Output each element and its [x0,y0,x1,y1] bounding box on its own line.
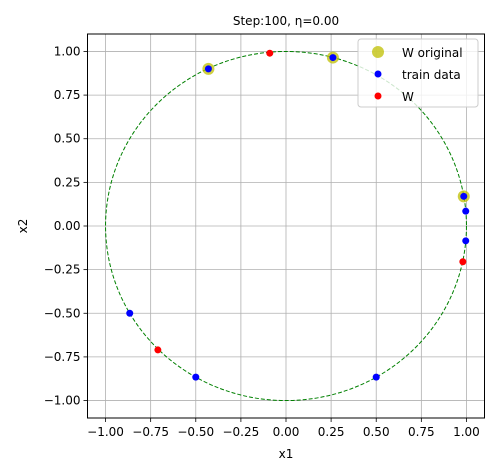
point-train-data [126,309,134,317]
x-tick-label: 0.75 [408,425,435,439]
y-tick-label: 0.50 [54,132,81,146]
x-tick-label: −1.00 [87,425,124,439]
legend-marker-w-original [372,46,384,58]
x-tick-label: 0.00 [273,425,300,439]
point-train-data [329,54,337,62]
legend-marker-w [374,92,382,100]
legend: W original train data W [357,38,479,108]
y-tick-label: 0.75 [54,88,81,102]
y-tick-label: −0.25 [44,263,81,277]
x-tick-label: 1.00 [453,425,480,439]
x-tick-label: −0.50 [177,425,214,439]
x-tick-label: 0.50 [363,425,390,439]
legend-label-w-original: W original [402,46,463,60]
y-axis-ticks: −1.00 −0.75 −0.50 −0.25 0.00 0.25 0.50 0.75 1.00 [44,44,88,408]
y-axis-label: x2 [16,219,30,234]
unit-circle [105,50,467,402]
legend-label-w: W [402,90,414,104]
point-train-data [204,65,212,73]
point-w [459,258,467,266]
point-w [154,346,162,354]
chart-title: Step:100, η=0.00 [233,14,339,28]
data-points-layer [126,49,470,381]
point-train-data [460,192,468,200]
point-train-data [462,237,470,245]
x-tick-label: −0.75 [132,425,169,439]
x-tick-label: −0.25 [222,425,259,439]
x-axis-ticks: −1.00 −0.75 −0.50 −0.25 0.00 0.25 0.50 0.75 1.00 [87,418,480,439]
point-train-data [372,373,380,381]
legend-box [357,38,479,108]
y-tick-label: −0.75 [44,350,81,364]
y-tick-label: 1.00 [54,44,81,58]
unit-circle-layer [105,50,467,402]
x-tick-label: 0.25 [318,425,345,439]
y-tick-label: −1.00 [44,394,81,408]
point-train-data [462,207,470,215]
legend-label-train-data: train data [402,68,461,82]
x-axis-label: x1 [279,447,294,461]
y-tick-label: −0.50 [44,306,81,320]
legend-marker-train-data [374,70,382,78]
point-w [266,49,274,57]
y-tick-label: 0.00 [54,219,81,233]
y-tick-label: 0.25 [54,175,81,189]
point-train-data [192,373,200,381]
